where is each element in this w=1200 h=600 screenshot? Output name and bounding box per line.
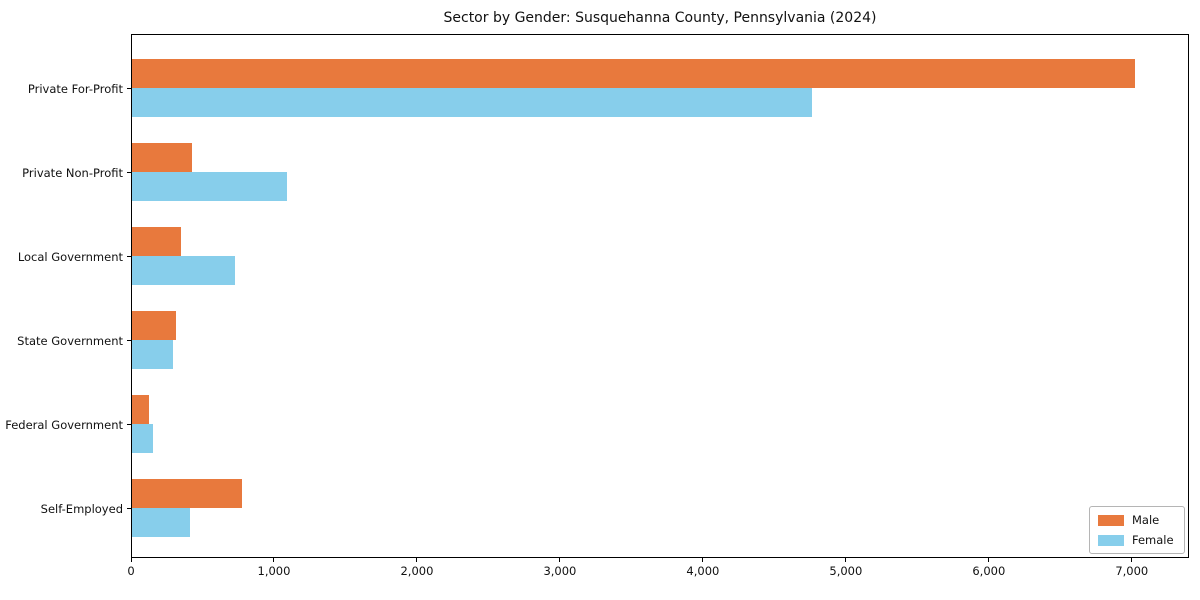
legend: Male Female [1089,506,1185,554]
female-bar [132,340,174,369]
x-tick-mark [130,558,132,562]
y-tick-label: State Government [17,333,123,348]
y-tick-label: Local Government [17,249,123,264]
x-tick-mark [845,558,847,562]
legend-item-female: Female [1098,533,1174,547]
x-tick-label: 6,000 [972,564,1006,578]
x-tick-label: 2,000 [400,564,434,578]
y-tick-mark [127,88,131,89]
male-bar [132,59,1136,88]
female-bar [132,256,236,285]
plot-area [131,34,1189,558]
x-tick-mark [702,558,704,562]
legend-item-male: Male [1098,513,1174,527]
y-tick-mark [127,508,131,509]
legend-label-female: Female [1132,533,1174,547]
y-tick-label: Private Non-Profit [22,165,123,180]
male-bar [132,311,177,340]
x-tick-mark [416,558,418,562]
x-tick-mark [559,558,561,562]
y-tick-mark [127,172,131,173]
x-tick-label: 7,000 [1115,564,1149,578]
female-bar [132,88,813,117]
x-tick-mark [988,558,990,562]
legend-swatch-male [1098,514,1124,526]
male-bar [132,395,150,424]
x-tick-mark [273,558,275,562]
y-tick-label: Private For-Profit [27,81,123,96]
y-tick-label: Federal Government [5,417,123,432]
chart-title: Sector by Gender: Susquehanna County, Pe… [443,10,877,26]
y-tick-mark [127,424,131,425]
male-bar [132,479,243,508]
y-tick-mark [127,340,131,341]
legend-swatch-female [1098,534,1124,546]
x-tick-mark [1131,558,1133,562]
x-tick-label: 3,000 [543,564,577,578]
female-bar [132,424,153,453]
female-bar [132,172,288,201]
female-bar [132,508,191,537]
x-tick-label: 5,000 [829,564,863,578]
x-tick-label: 1,000 [257,564,291,578]
y-tick-label: Self-Employed [40,501,123,516]
x-tick-label: 4,000 [686,564,720,578]
male-bar [132,143,192,172]
male-bar [132,227,182,256]
legend-label-male: Male [1132,513,1160,527]
y-tick-mark [127,256,131,257]
x-tick-label: 0 [127,564,135,578]
